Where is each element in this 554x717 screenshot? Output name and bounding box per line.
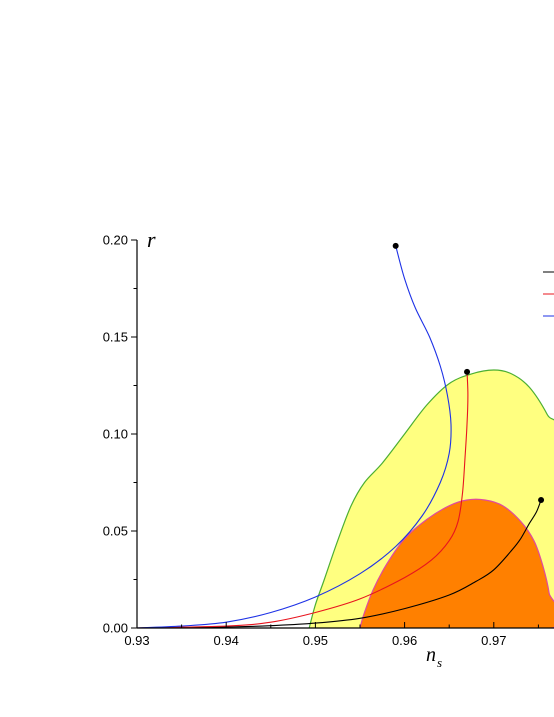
y-tick-label: 0.15 — [103, 330, 128, 345]
x-axis-title: n — [426, 644, 436, 666]
axes: 0.93 0.94 0.95 0.96 0.97 0.00 0.05 0.10 0.15 0.20 — [103, 233, 554, 648]
y-tick-label: 0.05 — [103, 524, 128, 539]
y-axis-title: r — [147, 227, 156, 252]
trajectory-line-3 — [136, 245, 452, 628]
y-tick-label: 0.10 — [103, 427, 128, 442]
legend — [543, 271, 554, 317]
y-tick-label: 0.00 — [103, 621, 128, 636]
trajectory-endpoint-1 — [538, 496, 545, 503]
x-tick-label: 0.93 — [124, 633, 149, 648]
x-tick-label: 0.94 — [214, 633, 239, 648]
y-tick-label: 0.20 — [103, 233, 128, 248]
trajectory-endpoint-3 — [392, 242, 399, 249]
x-tick-label: 0.97 — [481, 633, 506, 648]
x-tick-label: 0.95 — [303, 633, 328, 648]
confidence-region-inner — [359, 498, 554, 628]
trajectory-endpoint-2 — [464, 368, 471, 375]
x-axis-title-subscript: s — [437, 655, 442, 670]
confidence-regions — [308, 369, 554, 628]
x-tick-label: 0.96 — [392, 633, 417, 648]
trajectory-line-2 — [136, 371, 469, 628]
